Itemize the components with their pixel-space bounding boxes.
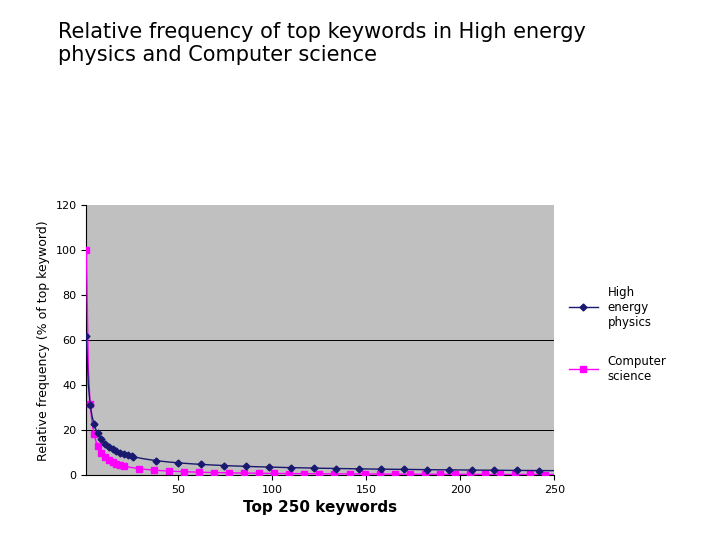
Computer
science: [270, 470, 279, 477]
High
energy
physics: [531, 467, 540, 474]
Line: High
energy
physics: High energy physics: [84, 333, 557, 473]
Computer
science: [353, 471, 361, 477]
Computer
science: [531, 471, 540, 478]
Text: Relative frequency of top keywords in High energy
physics and Computer science: Relative frequency of top keywords in Hi…: [58, 22, 585, 65]
Computer
science: [276, 470, 284, 477]
Computer
science: [82, 247, 91, 253]
High
energy
physics: [550, 468, 559, 474]
High
energy
physics: [353, 465, 361, 472]
High
energy
physics: [159, 458, 168, 465]
Legend: High
energy
physics, Computer
science: High energy physics, Computer science: [565, 283, 670, 387]
High
energy
physics: [270, 464, 279, 470]
X-axis label: Top 250 keywords: Top 250 keywords: [243, 501, 397, 516]
Computer
science: [159, 468, 168, 474]
Computer
science: [550, 471, 559, 478]
Computer
science: [405, 471, 414, 477]
High
energy
physics: [276, 464, 284, 470]
Y-axis label: Relative frequency (% of top keyword): Relative frequency (% of top keyword): [37, 220, 50, 461]
Line: Computer
science: Computer science: [84, 247, 557, 477]
High
energy
physics: [405, 466, 414, 472]
High
energy
physics: [82, 333, 91, 339]
